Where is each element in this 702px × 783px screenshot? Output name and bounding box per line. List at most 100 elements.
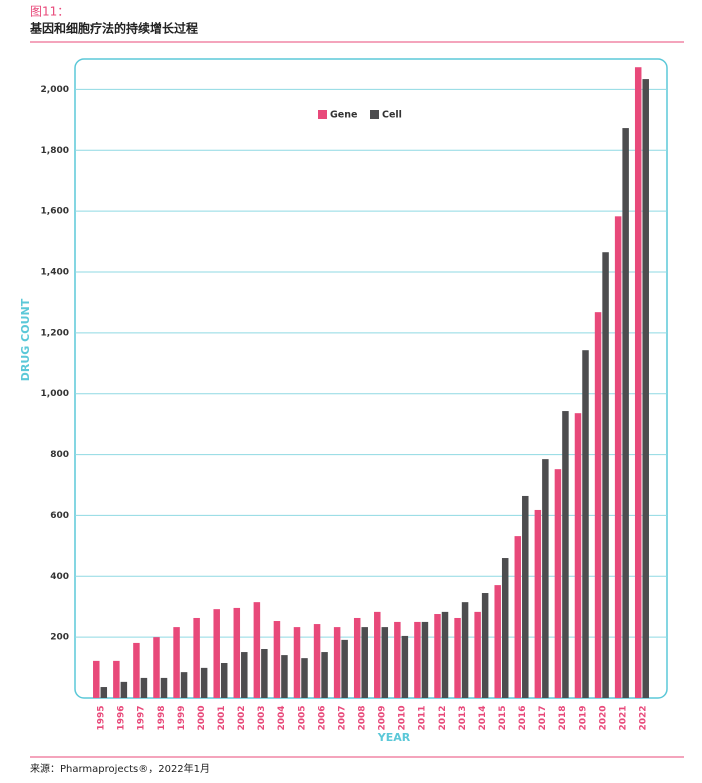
bar (113, 660, 120, 698)
bar (394, 621, 401, 698)
bar (602, 252, 609, 698)
bar (554, 469, 562, 698)
x-tick-label: 2000 (197, 705, 207, 730)
x-tick-label: 2014 (478, 705, 488, 730)
x-tick-label: 2004 (277, 705, 287, 730)
plot-frame (74, 58, 668, 699)
bar (401, 635, 409, 698)
bar (414, 621, 421, 698)
x-tick-label: 2018 (558, 705, 568, 730)
bar (642, 79, 649, 698)
bar (301, 658, 308, 698)
x-tick-label: 2020 (598, 705, 608, 730)
x-tick-label: 1997 (137, 705, 147, 730)
x-tick-label: 2011 (418, 705, 428, 730)
x-tick-label: 2012 (438, 705, 448, 730)
bar (454, 617, 461, 698)
bar (93, 660, 100, 698)
bar (160, 677, 168, 698)
figure-label: 图11： (30, 5, 69, 19)
bar (180, 672, 188, 698)
bar (542, 459, 549, 698)
y-tick-label: 400 (50, 572, 69, 582)
bar (120, 681, 128, 698)
y-tick-label: 600 (50, 511, 69, 521)
legend-label: Gene (330, 110, 357, 121)
bar (474, 611, 481, 698)
bar (594, 312, 602, 698)
bar (614, 216, 622, 698)
x-tick-label: 2005 (297, 705, 307, 730)
legend-swatch (318, 110, 327, 119)
bar (441, 611, 449, 698)
x-tick-label: 1996 (117, 705, 127, 730)
bar (582, 350, 589, 698)
bar (241, 652, 248, 698)
x-tick-label: 2003 (257, 705, 267, 730)
y-tick-label: 1,400 (41, 268, 69, 278)
bar (140, 677, 148, 698)
x-tick-label: 1998 (157, 705, 167, 730)
bar (293, 627, 301, 698)
bar (321, 652, 328, 698)
bar (501, 558, 509, 698)
bar (341, 639, 348, 698)
x-tick-label: 2008 (357, 705, 367, 730)
legend-label: Cell (382, 110, 402, 121)
bar (481, 593, 489, 698)
bar (273, 621, 281, 698)
bar (100, 687, 108, 698)
x-tick-label: 2007 (337, 705, 347, 730)
bar (461, 602, 469, 698)
bar (634, 67, 642, 699)
bar (534, 509, 542, 698)
y-tick-label: 1,600 (41, 207, 69, 217)
bar (333, 627, 341, 698)
bar (562, 411, 569, 698)
y-tick-label: 2,000 (41, 85, 69, 95)
x-tick-label: 1999 (177, 705, 187, 730)
bar (220, 663, 228, 698)
x-tick-label: 2017 (538, 705, 548, 730)
x-tick-label: 2006 (317, 705, 327, 730)
bar (213, 609, 220, 698)
bar (253, 602, 261, 698)
bar (313, 624, 321, 698)
y-axis-label: DRUG COUNT (19, 298, 32, 381)
bar (193, 617, 200, 698)
bar (522, 495, 529, 698)
x-tick-label: 2001 (217, 705, 227, 730)
x-tick-label: 2002 (237, 705, 247, 730)
x-tick-label: 2010 (398, 705, 408, 730)
bar (494, 585, 501, 698)
x-tick-label: 2022 (638, 705, 648, 730)
bar (233, 607, 241, 698)
bar (622, 128, 629, 698)
y-tick-label: 800 (50, 450, 69, 460)
bar (261, 649, 268, 698)
y-tick-label: 1,200 (41, 328, 69, 338)
source: 来源：Pharmaprojects®，2022年1月 (30, 762, 210, 775)
bar (434, 614, 441, 698)
bar (374, 611, 381, 698)
bar (353, 617, 361, 698)
x-tick-label: 2016 (518, 705, 528, 730)
x-axis-label: YEAR (377, 731, 411, 744)
bar (361, 627, 368, 698)
bar (281, 655, 288, 698)
x-tick-label: 2019 (578, 705, 588, 730)
x-tick-label: 2021 (618, 705, 628, 730)
bar (574, 413, 582, 698)
y-tick-label: 1,000 (41, 389, 69, 399)
x-tick-label: 1995 (97, 705, 107, 730)
x-tick-label: 2009 (378, 705, 388, 730)
bar (133, 642, 140, 698)
legend-swatch (370, 110, 379, 119)
y-tick-label: 200 (50, 633, 69, 643)
bar (381, 627, 389, 698)
y-tick-label: 1,800 (41, 146, 69, 156)
chart-title: 基因和细胞疗法的持续增长过程 (29, 21, 198, 36)
bar (173, 627, 180, 698)
bar (200, 667, 208, 698)
